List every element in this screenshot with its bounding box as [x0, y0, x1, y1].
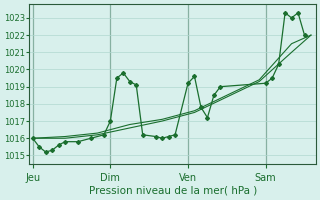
X-axis label: Pression niveau de la mer( hPa ): Pression niveau de la mer( hPa ): [89, 186, 257, 196]
